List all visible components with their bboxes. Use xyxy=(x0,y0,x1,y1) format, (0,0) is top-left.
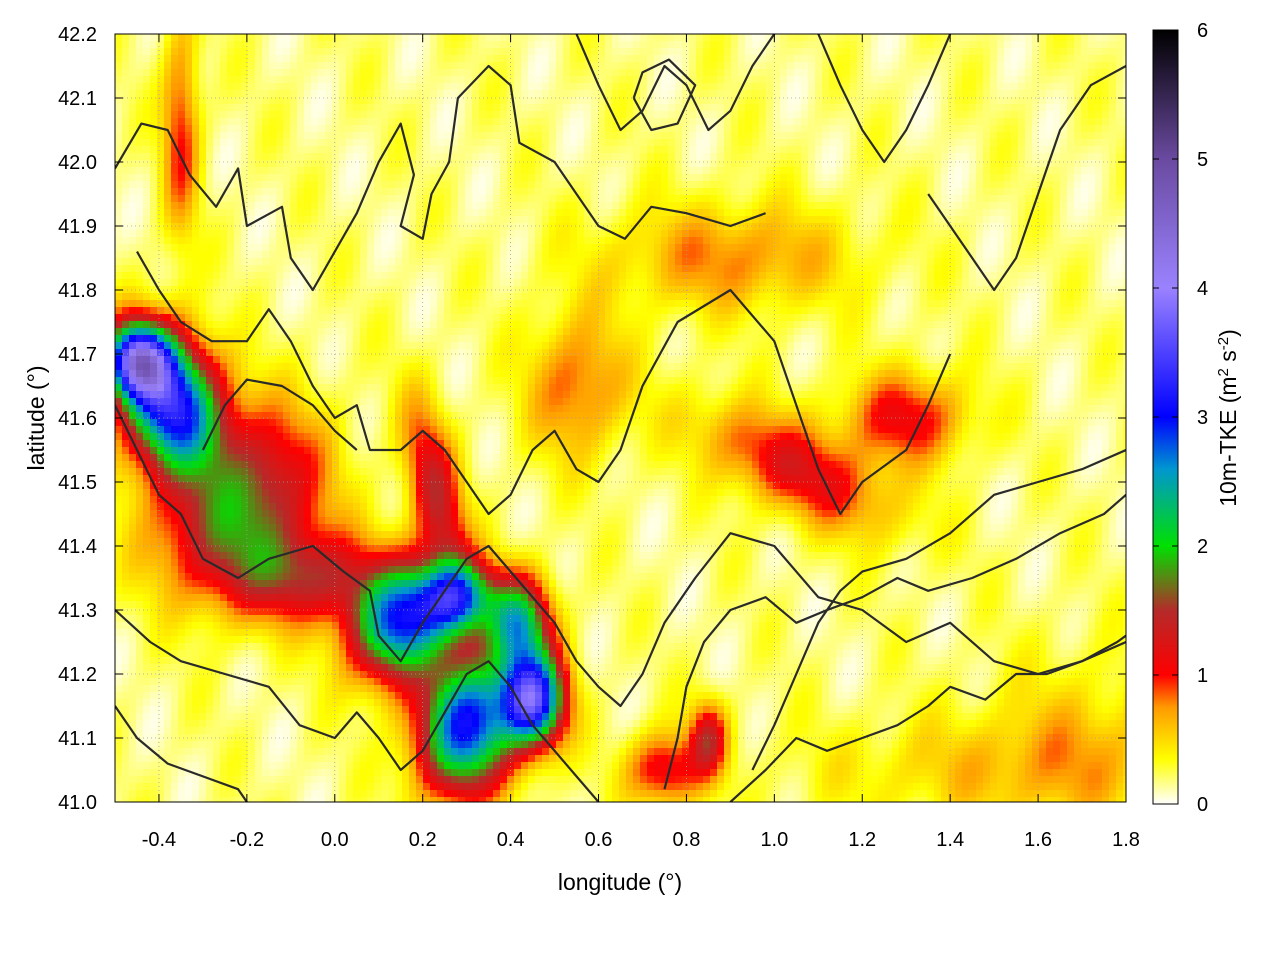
colorbar-label-sup2: -2 xyxy=(1215,337,1232,350)
contour-line xyxy=(136,251,952,516)
y-tick-labels: 41.0 41.1 41.2 41.3 41.4 41.5 41.6 41.7 41.8 41.9… xyxy=(58,24,97,814)
contour-line xyxy=(115,404,1126,708)
y-tick-label: 41.8 xyxy=(58,280,97,302)
colorbar-ticks: 0 1 2 3 4 5 6 xyxy=(1153,20,1208,816)
x-tick-label: 1.8 xyxy=(1112,829,1140,851)
colorbar-label-sup1: 2 xyxy=(1215,368,1232,376)
contour-line xyxy=(663,493,1126,790)
colorbar-tick-label: 2 xyxy=(1197,536,1208,558)
y-tick-label: 41.2 xyxy=(58,664,97,686)
colorbar-tick-label: 1 xyxy=(1197,665,1208,687)
y-tick-label: 42.1 xyxy=(58,88,97,110)
colorbar-tick-label: 0 xyxy=(1197,794,1208,816)
y-tick-label: 42.0 xyxy=(58,152,97,174)
contour-line xyxy=(115,64,766,292)
contour-line xyxy=(729,634,1126,802)
colorbar-label-end: ) xyxy=(1215,329,1241,337)
colorbar-label-main: 10m-TKE (m xyxy=(1215,376,1241,506)
y-tick-label: 41.7 xyxy=(58,344,97,366)
y-tick-label: 41.0 xyxy=(58,792,97,814)
grid-lines xyxy=(115,34,1126,802)
colorbar-tick-label: 5 xyxy=(1197,149,1208,171)
x-tick-label: 0.4 xyxy=(497,829,525,851)
colorbar-label: 10m-TKE (m2 s-2) xyxy=(1215,329,1242,507)
y-tick-label: 41.1 xyxy=(58,728,97,750)
x-tick-label: 1.4 xyxy=(936,829,964,851)
contour-line xyxy=(575,34,776,132)
heatmap-field xyxy=(115,34,1126,802)
x-tick-label: 1.2 xyxy=(848,829,876,851)
x-tick-label: -0.4 xyxy=(142,829,176,851)
y-tick-label: 41.9 xyxy=(58,216,97,238)
contour-line xyxy=(817,34,952,164)
x-tick-labels: -0.4 -0.2 0.0 0.2 0.4 0.6 0.8 1.0 1.2 1.4 1.6 1.8 xyxy=(142,829,1140,851)
colorbar-tick-label: 6 xyxy=(1197,20,1208,42)
x-tick-label: 0.8 xyxy=(673,829,701,851)
colorbar-tick-label: 3 xyxy=(1197,407,1208,429)
axis-ticks xyxy=(115,33,1127,803)
contour-line xyxy=(115,609,600,802)
contour-line xyxy=(632,58,697,132)
y-axis-label: latitude (°) xyxy=(23,365,49,470)
colorbar-tick-label: 4 xyxy=(1197,278,1208,300)
x-axis-label: longitude (°) xyxy=(558,869,682,895)
x-tick-label: 0.2 xyxy=(409,829,437,851)
x-tick-label: 0.0 xyxy=(321,829,349,851)
contour-line xyxy=(751,448,1126,771)
y-tick-label: 42.2 xyxy=(58,24,97,46)
y-tick-label: 41.3 xyxy=(58,600,97,622)
x-tick-label: 0.6 xyxy=(585,829,613,851)
contour-line xyxy=(115,705,248,802)
x-tick-label: 1.6 xyxy=(1024,829,1052,851)
y-tick-label: 41.6 xyxy=(58,408,97,430)
x-tick-label: 1.0 xyxy=(760,829,788,851)
x-tick-label: -0.2 xyxy=(230,829,264,851)
y-tick-label: 41.5 xyxy=(58,472,97,494)
terrain-contours xyxy=(115,34,1126,802)
colorbar-label-mid: s xyxy=(1215,350,1241,368)
y-tick-label: 41.4 xyxy=(58,536,97,558)
contour-line xyxy=(927,65,1126,292)
contour-line xyxy=(201,378,358,451)
